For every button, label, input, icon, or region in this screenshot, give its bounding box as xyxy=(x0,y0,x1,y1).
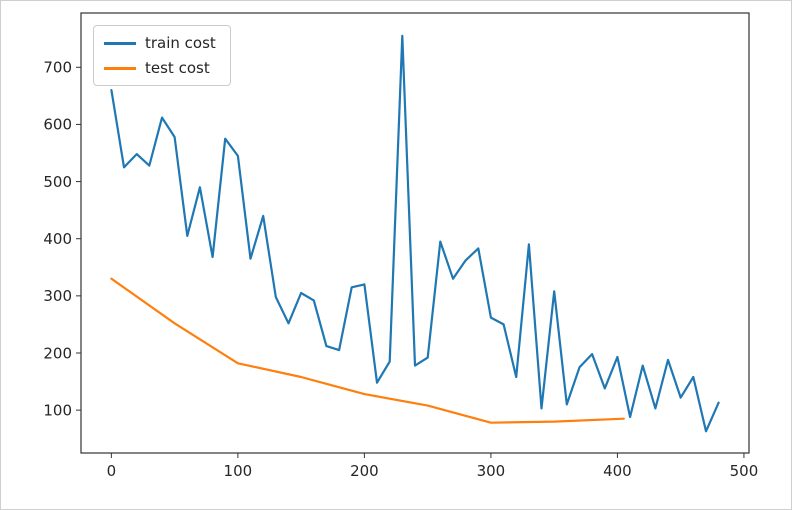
x-tick-label: 500 xyxy=(730,462,759,480)
y-tick-label: 100 xyxy=(43,401,72,419)
y-tick-label: 700 xyxy=(43,59,72,77)
legend-label-test-cost: test cost xyxy=(145,59,210,77)
y-tick-label: 400 xyxy=(43,230,72,248)
axes-box xyxy=(80,12,750,454)
legend-item-train-cost: train cost xyxy=(104,34,216,52)
train-cost-line-swatch xyxy=(104,41,136,45)
legend-label-train-cost: train cost xyxy=(145,34,216,52)
legend-item-test-cost: test cost xyxy=(104,59,216,77)
y-tick-label: 300 xyxy=(43,287,72,305)
x-tick-label: 200 xyxy=(350,462,379,480)
x-tick-label: 0 xyxy=(107,462,117,480)
x-tick-label: 300 xyxy=(477,462,506,480)
y-tick-label: 200 xyxy=(43,344,72,362)
x-tick-label: 400 xyxy=(603,462,632,480)
x-tick-label: 100 xyxy=(224,462,253,480)
series-line-test-cost xyxy=(110,277,625,424)
test-cost-line-swatch xyxy=(104,66,136,70)
y-tick-label: 500 xyxy=(43,173,72,191)
legend: train cost test cost xyxy=(93,25,231,86)
y-tick-label: 600 xyxy=(43,116,72,134)
series-line-train-cost xyxy=(110,34,720,433)
